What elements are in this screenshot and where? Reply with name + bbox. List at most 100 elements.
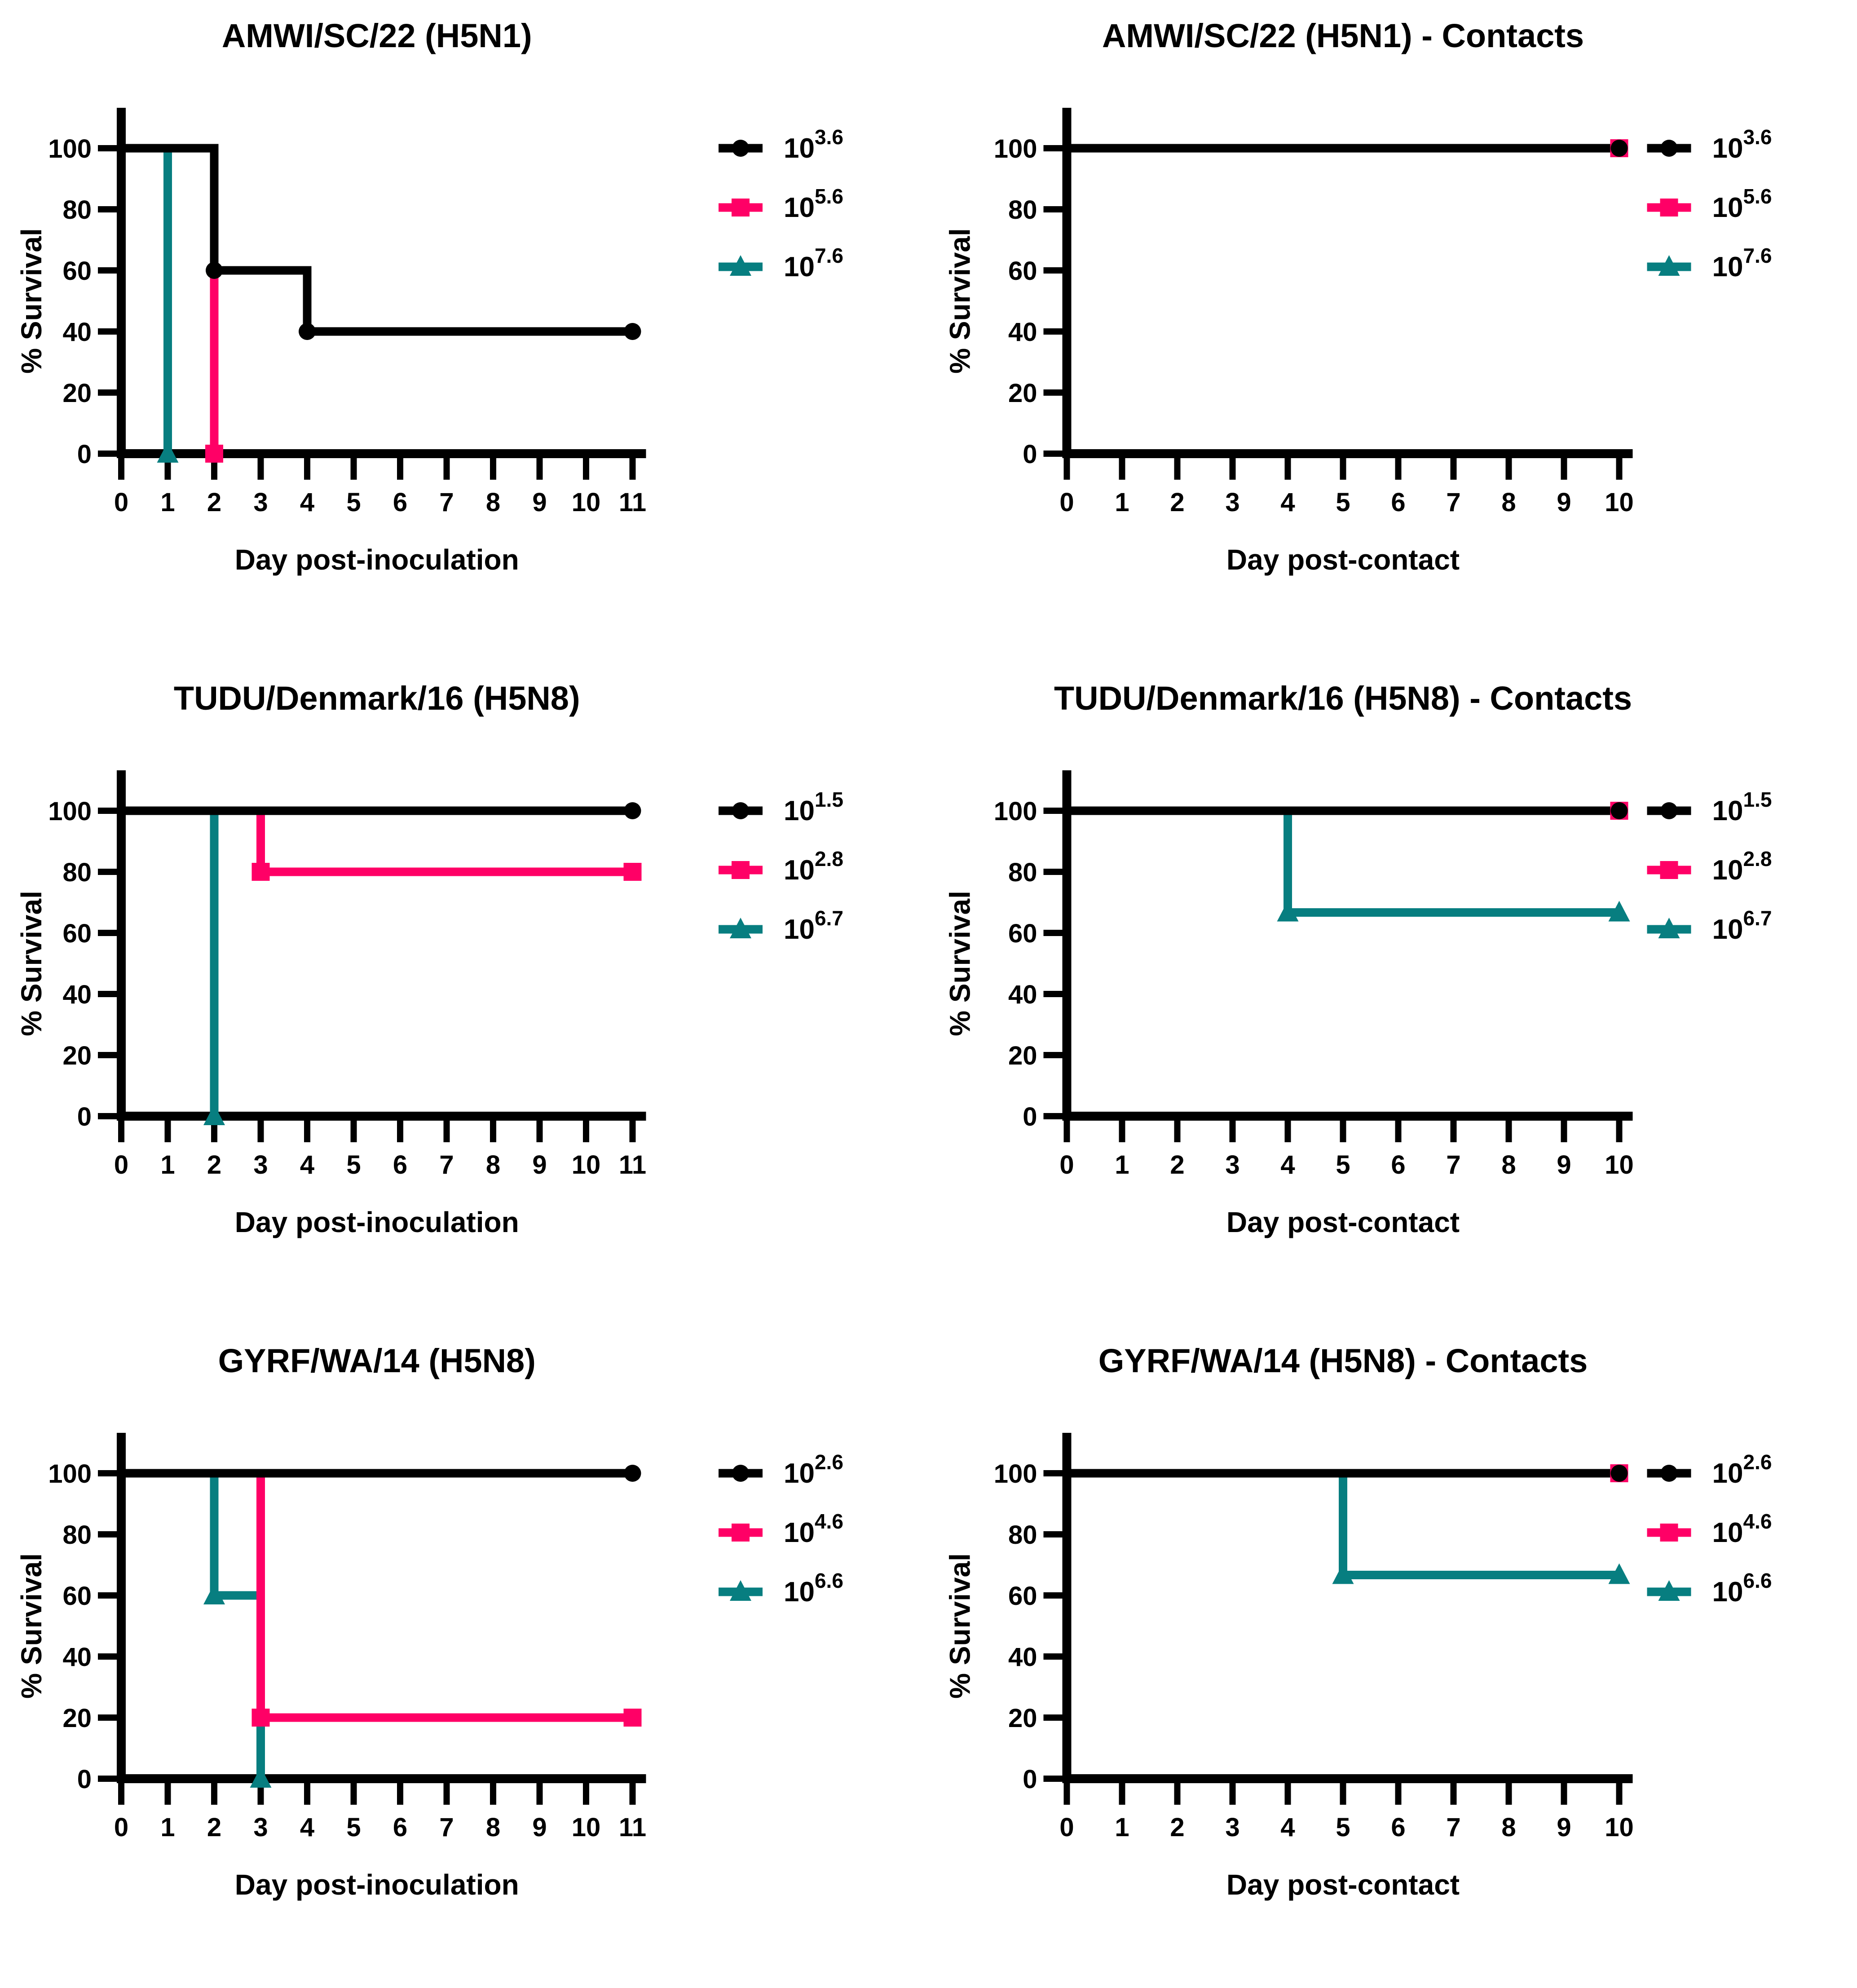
panel-gyrf-wa14-h5n8: GYRF/WA/14 (H5N8) 0 20 40 60 80 100 0 1 2 3 4 5 6 7 8 9 1… bbox=[0, 1325, 928, 1988]
legend-label: 101.5 bbox=[784, 788, 843, 826]
x-tick-label: 11 bbox=[619, 1150, 646, 1180]
x-tick-label: 3 bbox=[253, 488, 268, 517]
legend-marker-square bbox=[732, 199, 750, 216]
y-tick-label: 40 bbox=[1008, 980, 1037, 1009]
series-marker-circle bbox=[1610, 140, 1628, 157]
series-line bbox=[121, 1469, 633, 1722]
x-tick-label: 0 bbox=[114, 1150, 128, 1180]
x-tick-label: 10 bbox=[1605, 1813, 1634, 1842]
x-tick-label: 2 bbox=[207, 1813, 221, 1842]
x-tick-label: 9 bbox=[1557, 488, 1571, 517]
series-marker-triangle bbox=[250, 1767, 272, 1788]
series-marker-circle bbox=[624, 802, 641, 819]
legend-marker-square bbox=[732, 1524, 750, 1542]
y-tick-label: 40 bbox=[62, 980, 92, 1009]
x-tick-label: 8 bbox=[1501, 488, 1516, 517]
series-marker-triangle bbox=[203, 1584, 225, 1604]
x-tick-label: 10 bbox=[1605, 1150, 1634, 1180]
y-tick-label: 20 bbox=[1008, 379, 1037, 408]
y-tick-label: 100 bbox=[994, 1459, 1037, 1489]
y-tick-label: 80 bbox=[1008, 858, 1037, 887]
legend-label: 102.8 bbox=[784, 847, 843, 886]
x-tick-label: 7 bbox=[439, 1150, 454, 1180]
y-tick-label: 0 bbox=[1023, 1765, 1037, 1794]
x-tick-label: 1 bbox=[160, 1813, 175, 1842]
x-tick-label: 6 bbox=[1391, 1150, 1405, 1180]
y-tick-label: 60 bbox=[62, 919, 92, 948]
y-tick-label: 0 bbox=[77, 1102, 92, 1131]
y-tick-label: 20 bbox=[1008, 1041, 1037, 1070]
legend-label: 105.6 bbox=[784, 185, 843, 223]
y-tick-label: 100 bbox=[48, 797, 92, 826]
legend-marker-triangle bbox=[1658, 1580, 1680, 1601]
x-tick-label: 4 bbox=[300, 488, 314, 517]
x-tick-label: 9 bbox=[1557, 1150, 1571, 1180]
x-tick-label: 5 bbox=[1336, 1150, 1350, 1180]
y-tick-label: 0 bbox=[77, 440, 92, 469]
legend-label: 102.8 bbox=[1712, 847, 1772, 886]
x-axis-label: Day post-inoculation bbox=[235, 1206, 519, 1238]
legend-marker-square bbox=[1660, 861, 1678, 879]
y-tick-label: 20 bbox=[1008, 1704, 1037, 1733]
y-tick-label: 100 bbox=[48, 1459, 92, 1489]
panel-tudu-denmark16-h5n8: TUDU/Denmark/16 (H5N8) 0 20 40 60 80 100 0 1 2 3 4 5… bbox=[0, 663, 928, 1325]
legend-label: 103.6 bbox=[784, 125, 843, 164]
series-marker-square bbox=[251, 1709, 270, 1727]
x-tick-label: 5 bbox=[1336, 488, 1350, 517]
x-tick-label: 6 bbox=[1391, 1813, 1405, 1842]
x-tick-label: 6 bbox=[393, 488, 407, 517]
x-tick-label: 1 bbox=[160, 488, 175, 517]
x-tick-label: 3 bbox=[253, 1813, 268, 1842]
series-marker-circle bbox=[206, 262, 223, 279]
chart-title: AMWI/SC/22 (H5N1) bbox=[222, 17, 532, 54]
y-tick-label: 100 bbox=[48, 134, 92, 163]
y-tick-label: 20 bbox=[62, 1704, 92, 1733]
x-tick-label: 0 bbox=[1059, 1150, 1074, 1180]
legend-marker-circle bbox=[732, 1465, 749, 1482]
y-tick-label: 60 bbox=[62, 1582, 92, 1611]
x-tick-label: 5 bbox=[1336, 1813, 1350, 1842]
series-marker-circle bbox=[1610, 802, 1628, 819]
series-line bbox=[121, 144, 172, 454]
panel-tudu-denmark16-h5n8-contacts: TUDU/Denmark/16 (H5N8) - Contacts 0 20 40 60… bbox=[928, 663, 1857, 1325]
x-tick-label: 5 bbox=[346, 488, 361, 517]
y-axis-label: % Survival bbox=[944, 891, 976, 1036]
x-tick-label: 8 bbox=[1501, 1813, 1516, 1842]
chart-title: AMWI/SC/22 (H5N1) - Contacts bbox=[1102, 17, 1584, 54]
y-tick-label: 60 bbox=[1008, 256, 1037, 286]
legend-marker-circle bbox=[1660, 1465, 1678, 1482]
x-tick-label: 1 bbox=[160, 1150, 175, 1180]
y-tick-label: 60 bbox=[62, 256, 92, 286]
legend-label: 106.7 bbox=[1712, 906, 1772, 945]
km-chart: AMWI/SC/22 (H5N1) - Contacts020406080100… bbox=[944, 17, 1772, 576]
x-tick-label: 9 bbox=[532, 488, 547, 517]
y-tick-label: 60 bbox=[1008, 1582, 1037, 1611]
x-tick-label: 6 bbox=[393, 1813, 407, 1842]
y-axis-label: % Survival bbox=[944, 228, 976, 374]
x-tick-label: 3 bbox=[253, 1150, 268, 1180]
x-tick-label: 7 bbox=[1446, 1813, 1460, 1842]
series-marker-square bbox=[205, 445, 223, 463]
series-marker-circle bbox=[624, 323, 641, 340]
series-marker-circle bbox=[624, 1465, 641, 1482]
x-tick-label: 4 bbox=[1280, 1813, 1295, 1842]
legend-marker-triangle bbox=[730, 255, 751, 276]
x-tick-label: 0 bbox=[114, 1813, 128, 1842]
series-marker-triangle bbox=[1332, 1563, 1354, 1584]
panel-gyrf-wa14-h5n8-contacts: GYRF/WA/14 (H5N8) - Contacts 0 20 40 60 80 100… bbox=[928, 1325, 1857, 1988]
y-tick-label: 0 bbox=[1023, 1102, 1037, 1131]
series-marker-circle bbox=[299, 323, 316, 340]
x-tick-label: 3 bbox=[1225, 1813, 1239, 1842]
legend-marker-square bbox=[1660, 199, 1678, 216]
chart-title: GYRF/WA/14 (H5N8) bbox=[218, 1342, 536, 1379]
series-line bbox=[1067, 806, 1619, 917]
legend-marker-square bbox=[1660, 1524, 1678, 1542]
legend-label: 101.5 bbox=[1712, 788, 1772, 826]
x-tick-label: 0 bbox=[114, 488, 128, 517]
x-tick-label: 9 bbox=[1557, 1813, 1571, 1842]
y-tick-label: 80 bbox=[62, 195, 92, 225]
legend-marker-triangle bbox=[730, 918, 751, 938]
